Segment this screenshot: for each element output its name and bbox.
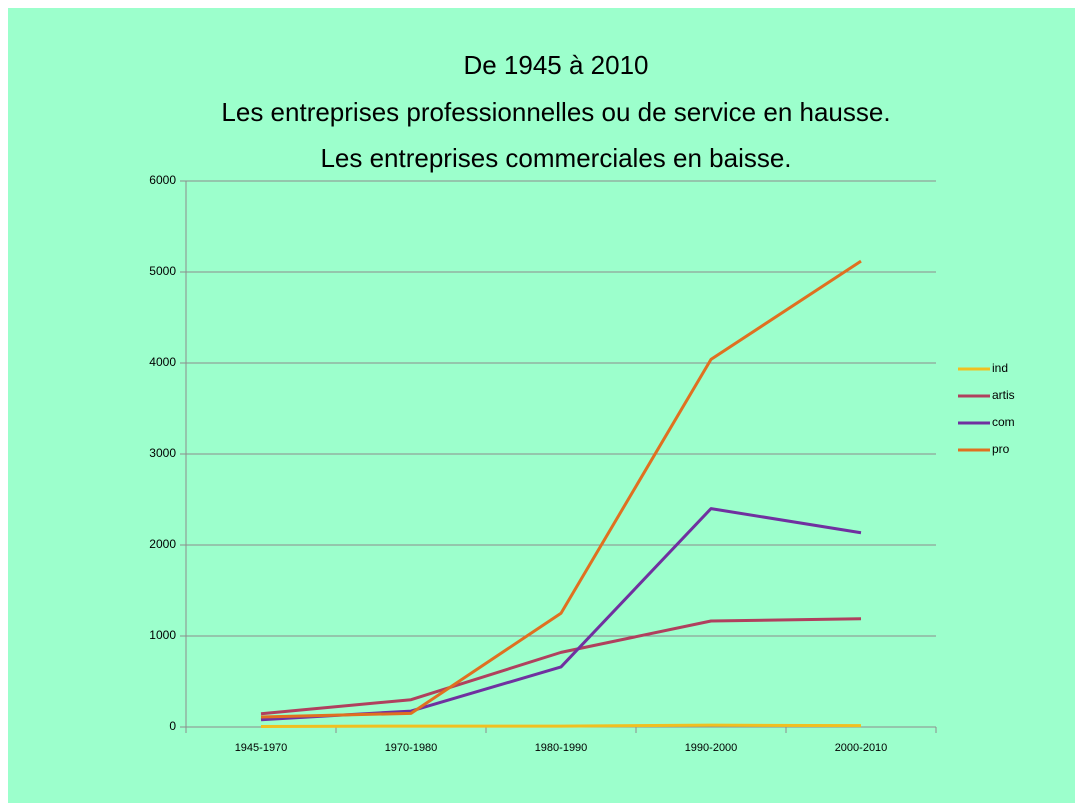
y-tick-label: 4000 [149, 355, 176, 369]
x-tick-label: 1990-2000 [685, 742, 738, 754]
y-tick-label: 0 [169, 719, 176, 733]
series-line [260, 617, 862, 716]
y-tick-label: 3000 [149, 446, 176, 460]
series-line [260, 259, 862, 719]
legend-label: artis [992, 388, 1015, 402]
legend-label: ind [992, 361, 1008, 375]
x-tick-label: 1945-1970 [235, 742, 288, 754]
chart-title: Les entreprises professionnelles ou de s… [221, 97, 890, 127]
y-tick-label: 5000 [149, 264, 176, 278]
chart-title: Les entreprises commerciales en baisse. [320, 143, 791, 173]
y-tick-label: 1000 [149, 628, 176, 642]
legend-label: pro [992, 442, 1010, 456]
background [8, 8, 1075, 803]
series-line [260, 723, 862, 729]
chart-title: De 1945 à 2010 [463, 50, 648, 80]
x-tick-label: 2000-2010 [835, 742, 888, 754]
x-tick-label: 1980-1990 [535, 742, 588, 754]
y-tick-label: 6000 [149, 173, 176, 187]
y-tick-label: 2000 [149, 537, 176, 551]
x-tick-label: 1970-1980 [385, 742, 438, 754]
legend-label: com [992, 415, 1015, 429]
